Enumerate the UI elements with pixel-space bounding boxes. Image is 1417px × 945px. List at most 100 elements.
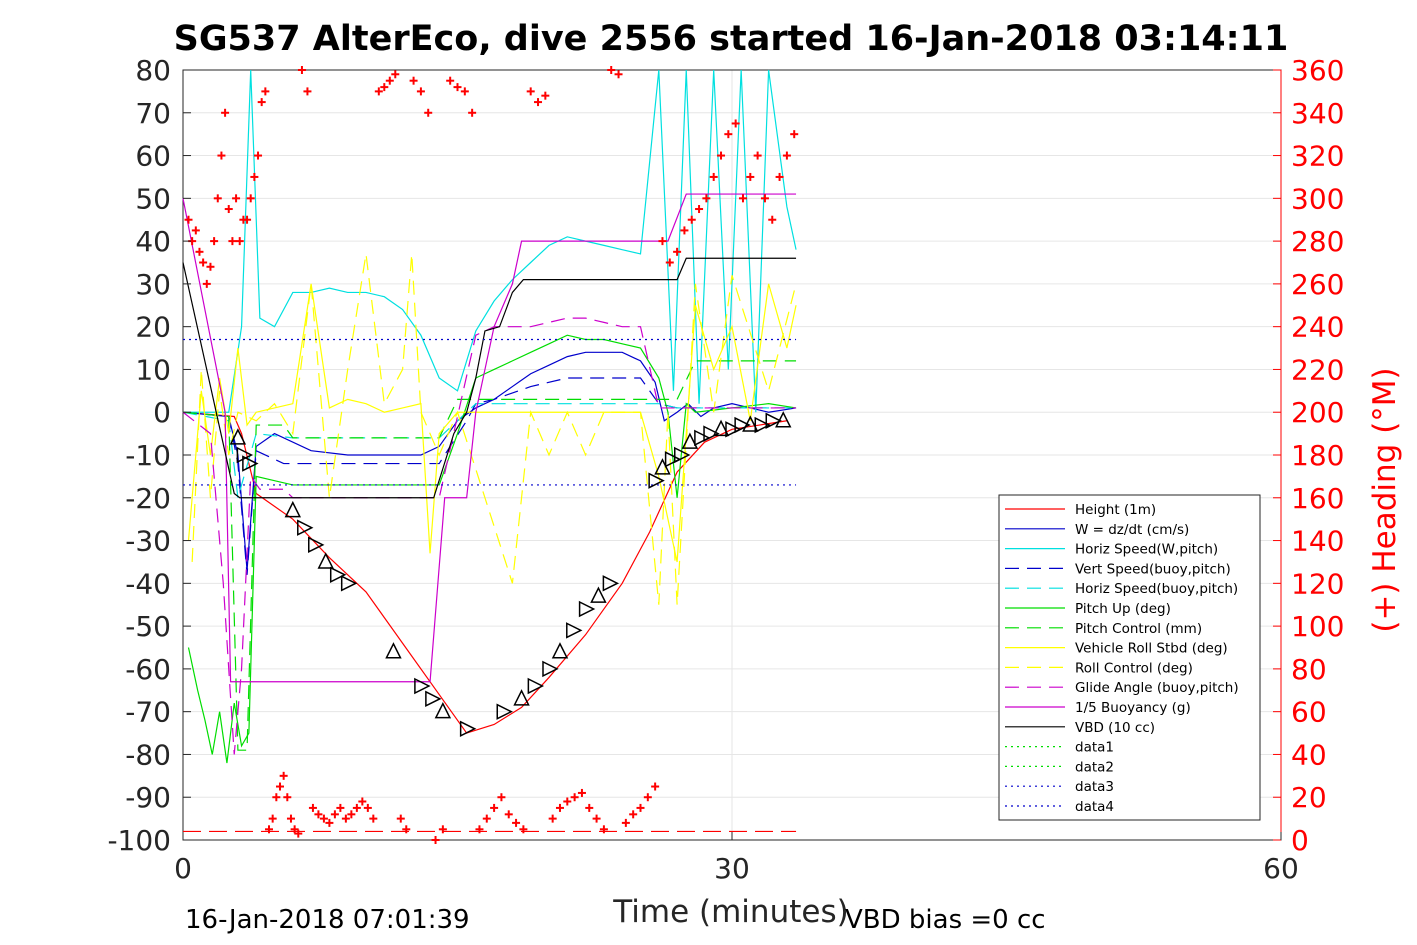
heading-point	[468, 108, 477, 117]
legend-label: data2	[1075, 759, 1114, 775]
series-line-2	[183, 69, 797, 413]
legend-entry: Vert Speed(buoy,pitch)	[1005, 561, 1231, 577]
legend-label: VBD (10 cc)	[1075, 720, 1155, 736]
series-line-10	[182, 193, 797, 683]
height-triangle-marker	[694, 429, 711, 447]
heading-point	[363, 803, 372, 812]
heading-point	[336, 803, 345, 812]
heading-point	[286, 814, 295, 823]
series-line-1	[182, 351, 797, 571]
y-tick-label: -20	[125, 482, 171, 515]
y-tick-label: -40	[125, 567, 171, 600]
right-tick-label: 280	[1291, 225, 1344, 258]
heading-point	[232, 194, 241, 203]
right-tick-label: 220	[1291, 353, 1344, 386]
heading-point	[217, 151, 226, 160]
heading-point	[206, 262, 215, 271]
heading-point	[512, 818, 521, 827]
footer-vbd-bias: VBD bias =0 cc	[845, 905, 1046, 935]
right-tick-label: 180	[1291, 439, 1344, 472]
height-triangle-marker	[725, 421, 742, 438]
height-triangle-marker	[681, 432, 699, 449]
right-tick-label: 240	[1291, 311, 1344, 344]
height-triangle-marker	[542, 660, 559, 678]
heading-point	[731, 119, 740, 128]
heading-point	[541, 91, 550, 100]
y-tick-label: -100	[107, 824, 171, 857]
heading-point	[246, 194, 255, 203]
heading-point	[221, 108, 230, 117]
height-triangle-marker	[775, 411, 792, 428]
y-tick-label: 70	[135, 97, 171, 130]
right-tick-label: 20	[1291, 781, 1327, 814]
heading-point	[658, 237, 667, 246]
legend-label: Height (1m)	[1075, 502, 1156, 518]
heading-point	[746, 172, 755, 181]
heading-point	[325, 818, 334, 827]
y-tick-label: 60	[135, 140, 171, 173]
series-line-4	[182, 403, 797, 498]
heading-point	[283, 793, 292, 802]
legend-entry: Vehicle Roll Stbd (deg)	[1005, 641, 1228, 657]
marker-layer	[184, 66, 799, 844]
legend-label: Pitch Up (deg)	[1075, 601, 1171, 617]
x-tick-label: 60	[1263, 852, 1299, 885]
heading-point	[497, 793, 506, 802]
heading-point	[724, 130, 733, 139]
y-tick-label: -90	[125, 781, 171, 814]
legend-entry: Pitch Control (mm)	[1005, 621, 1202, 637]
heading-point	[453, 83, 462, 92]
heading-point	[369, 814, 378, 823]
heading-point	[717, 151, 726, 160]
heading-point	[257, 98, 266, 107]
heading-point	[680, 226, 689, 235]
right-tick-label: 40	[1291, 738, 1327, 771]
heading-point	[592, 814, 601, 823]
height-triangle-marker	[703, 425, 720, 442]
heading-point	[199, 258, 208, 267]
right-tick-label: 80	[1291, 653, 1327, 686]
legend-entry: data2	[1005, 759, 1114, 775]
right-tick-label: 300	[1291, 182, 1344, 215]
heading-point	[213, 194, 222, 203]
right-tick-label: 0	[1291, 824, 1309, 857]
heading-point	[424, 108, 433, 117]
heading-point	[548, 814, 557, 823]
heading-point	[555, 803, 564, 812]
heading-point	[352, 803, 361, 812]
heading-point	[431, 836, 440, 844]
height-triangle-marker	[527, 677, 545, 695]
series-line-0	[182, 411, 787, 734]
legend-label: Vehicle Roll Stbd (deg)	[1075, 641, 1228, 657]
heading-point	[191, 226, 200, 235]
heading-point	[268, 814, 277, 823]
heading-point	[563, 797, 572, 806]
legend-entry: Horiz Speed(W,pitch)	[1005, 542, 1218, 558]
legend-label: Pitch Control (mm)	[1075, 621, 1202, 637]
series-layer	[182, 69, 797, 833]
legend-label: Glide Angle (buoy,pitch)	[1075, 680, 1239, 696]
legend-label: data3	[1075, 779, 1114, 795]
heading-point	[753, 151, 762, 160]
heading-point	[341, 814, 350, 823]
heading-point	[599, 825, 608, 834]
y-tick-label: 10	[135, 353, 171, 386]
heading-point	[319, 814, 328, 823]
heading-point	[738, 194, 747, 203]
height-triangle-marker	[590, 586, 607, 603]
heading-point	[643, 793, 652, 802]
heading-point	[303, 87, 312, 96]
x-axis: 0 30 60	[174, 832, 1299, 885]
heading-point	[279, 771, 288, 780]
height-triangle-marker	[674, 446, 691, 464]
heading-point	[254, 151, 263, 160]
heading-point	[402, 825, 411, 834]
y-tick-label: 30	[135, 268, 171, 301]
legend-label: Horiz Speed(buoy,pitch)	[1075, 581, 1238, 597]
heading-point	[438, 825, 447, 834]
heading-point	[347, 810, 356, 819]
y-tick-label: -10	[125, 439, 171, 472]
heading-point	[526, 87, 535, 96]
y-tick-label: 0	[153, 396, 171, 429]
